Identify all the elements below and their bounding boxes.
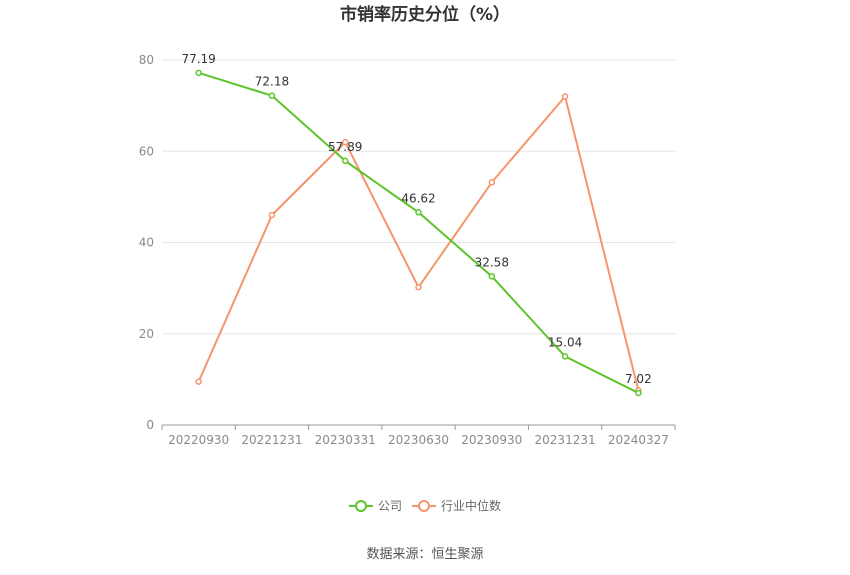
- data-point: [561, 93, 569, 100]
- legend-item: 行业中位数: [412, 498, 501, 513]
- data-label-layer: 77.19 72.18 57.89 46.62 32.58 15.04 7.02: [181, 52, 651, 386]
- data-label: 72.18: [255, 75, 289, 89]
- data-point: [415, 283, 422, 291]
- data-point: [415, 209, 422, 216]
- legend-item: 公司: [349, 499, 402, 513]
- x-tick-label: 20230930: [461, 433, 522, 447]
- y-tick-label: 80: [139, 53, 154, 67]
- y-tick-label: 60: [139, 144, 154, 158]
- data-point: [635, 389, 642, 397]
- x-tick-label: 20230630: [388, 433, 449, 447]
- data-point: [268, 92, 276, 99]
- legend: 公司 行业中位数: [349, 498, 501, 513]
- source-note: 数据来源：恒生聚源: [366, 547, 483, 562]
- data-point: [268, 211, 276, 219]
- y-tick-label: 20: [139, 327, 154, 341]
- data-point: [561, 353, 569, 360]
- data-point: [341, 157, 349, 165]
- x-tick-label: 20221231: [241, 433, 302, 447]
- x-tick-label: 20230331: [315, 433, 376, 447]
- grid-layer: [162, 59, 675, 335]
- legend-marker-icon: [418, 500, 430, 512]
- data-point: [488, 273, 496, 280]
- data-point: [195, 69, 202, 77]
- legend-marker-icon: [355, 500, 367, 512]
- data-label: 15.04: [548, 335, 582, 349]
- series-layer: [195, 69, 642, 397]
- data-point: [341, 138, 349, 146]
- legend-label: 行业中位数: [441, 498, 501, 513]
- data-label: 7.02: [625, 372, 652, 386]
- x-tick-label: 20220930: [168, 433, 229, 447]
- data-label: 77.19: [181, 52, 215, 66]
- axis-layer: 0 20 40 60 80 20220930 20221231 20230331 2023063…: [139, 53, 676, 447]
- y-tick-label: 40: [139, 236, 154, 250]
- data-point: [488, 179, 496, 186]
- data-label: 32.58: [475, 255, 509, 269]
- data-label: 46.62: [401, 191, 435, 205]
- legend-label: 公司: [378, 499, 402, 513]
- y-tick-label: 0: [146, 418, 154, 432]
- x-tick-label: 20231231: [535, 433, 596, 447]
- x-tick-label: 20240327: [608, 433, 669, 447]
- data-label: 57.89: [328, 140, 362, 154]
- chart-title: 市销率历史分位（%）: [340, 4, 510, 25]
- data-point: [195, 378, 202, 385]
